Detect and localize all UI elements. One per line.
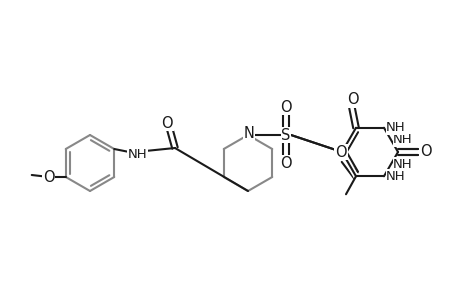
Text: S: S [281,128,290,142]
Text: O: O [419,145,431,160]
Text: O: O [280,155,291,170]
Text: O: O [419,145,431,160]
Text: O: O [335,145,346,160]
Text: O: O [43,169,55,184]
Text: NH: NH [392,134,412,146]
Text: NH: NH [127,148,147,160]
Text: NH: NH [386,170,405,183]
Text: O: O [347,92,358,107]
Text: NH: NH [392,158,412,171]
Text: NH: NH [386,121,405,134]
Text: N: N [243,127,254,142]
Text: O: O [161,116,173,130]
Text: O: O [280,100,291,115]
